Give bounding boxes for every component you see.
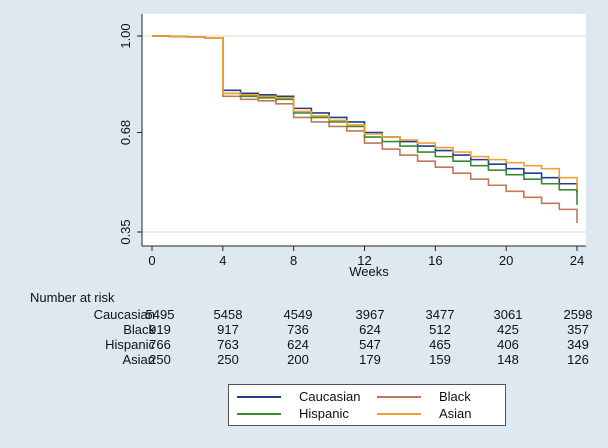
risk-row-label: Hispanic <box>105 337 155 352</box>
risk-cell: 917 <box>217 322 239 337</box>
risk-cell: 357 <box>567 322 589 337</box>
legend-label-black: Black <box>439 389 471 404</box>
x-tick-label: 8 <box>290 253 297 268</box>
risk-cell: 425 <box>497 322 519 337</box>
legend-label-caucasian: Caucasian <box>299 389 361 404</box>
legend-swatch-hispanic <box>237 413 281 415</box>
risk-cell: 512 <box>429 322 451 337</box>
risk-cell: 547 <box>359 337 381 352</box>
risk-cell: 736 <box>287 322 309 337</box>
risk-cell: 624 <box>287 337 309 352</box>
risk-cell: 159 <box>429 352 451 367</box>
risk-cell: 3967 <box>355 307 385 322</box>
risk-row-label: Asian <box>122 352 155 367</box>
risk-cell: 126 <box>567 352 589 367</box>
risk-cell: 5458 <box>213 307 243 322</box>
x-axis-title: Weeks <box>349 264 389 279</box>
risk-cell: 766 <box>149 337 171 352</box>
risk-cell: 250 <box>217 352 239 367</box>
x-tick-label: 16 <box>428 253 442 268</box>
y-tick-label: 0.68 <box>118 120 133 145</box>
x-tick-label: 12 <box>357 253 371 268</box>
risk-cell: 2598 <box>563 307 593 322</box>
y-tick-label: 1.00 <box>118 23 133 48</box>
risk-cell: 349 <box>567 337 589 352</box>
risk-cell: 148 <box>497 352 519 367</box>
x-tick-label: 4 <box>219 253 226 268</box>
x-tick-label: 0 <box>148 253 155 268</box>
x-tick-label: 24 <box>570 253 584 268</box>
risk-cell: 919 <box>149 322 171 337</box>
risk-cell: 763 <box>217 337 239 352</box>
risk-row-label: Caucasian <box>93 307 155 322</box>
risk-cell: 3061 <box>493 307 523 322</box>
risk-cell: 179 <box>359 352 381 367</box>
x-tick-label: 20 <box>499 253 513 268</box>
legend: Caucasian Black Hispanic Asian <box>228 384 506 426</box>
risk-cell: 465 <box>429 337 451 352</box>
legend-label-asian: Asian <box>439 406 472 421</box>
legend-swatch-asian <box>377 413 421 415</box>
risk-cell: 5495 <box>145 307 175 322</box>
risk-cell: 200 <box>287 352 309 367</box>
legend-swatch-black <box>377 396 421 398</box>
risk-cell: 250 <box>149 352 171 367</box>
risk-cell: 3477 <box>425 307 455 322</box>
legend-label-hispanic: Hispanic <box>299 406 349 421</box>
y-tick-label: 0.35 <box>118 219 133 244</box>
legend-swatch-caucasian <box>237 396 281 398</box>
risk-cell: 4549 <box>283 307 313 322</box>
risk-cell: 624 <box>359 322 381 337</box>
risk-cell: 406 <box>497 337 519 352</box>
risk-row-label: Black <box>123 322 155 337</box>
series-line-asian <box>152 35 578 190</box>
risk-table-title: Number at risk <box>30 290 115 305</box>
